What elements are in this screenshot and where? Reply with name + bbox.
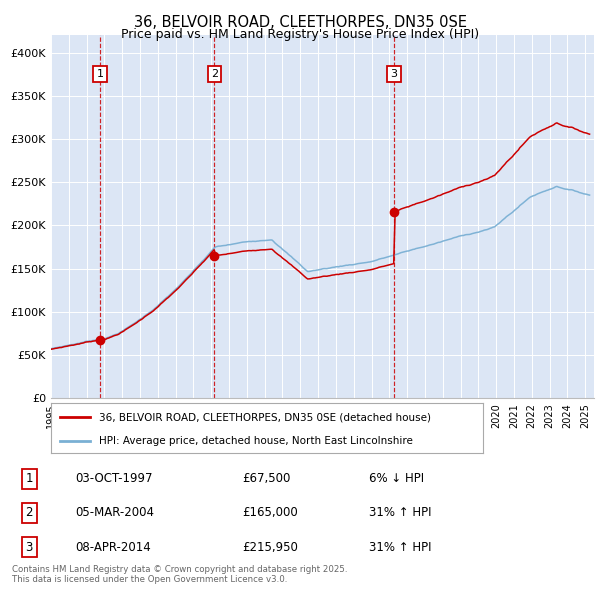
Text: 3: 3 [391,69,398,79]
Text: £67,500: £67,500 [242,472,291,485]
Text: £165,000: £165,000 [242,506,298,519]
Text: 36, BELVOIR ROAD, CLEETHORPES, DN35 0SE: 36, BELVOIR ROAD, CLEETHORPES, DN35 0SE [133,15,467,30]
Text: 1: 1 [26,472,33,485]
Text: 2: 2 [211,69,218,79]
Text: HPI: Average price, detached house, North East Lincolnshire: HPI: Average price, detached house, Nort… [98,435,412,445]
Text: 05-MAR-2004: 05-MAR-2004 [76,506,154,519]
Text: 1: 1 [97,69,104,79]
Text: 31% ↑ HPI: 31% ↑ HPI [369,540,431,553]
Text: £215,950: £215,950 [242,540,298,553]
Text: 03-OCT-1997: 03-OCT-1997 [76,472,153,485]
Text: Price paid vs. HM Land Registry's House Price Index (HPI): Price paid vs. HM Land Registry's House … [121,28,479,41]
Text: 08-APR-2014: 08-APR-2014 [76,540,151,553]
Text: 3: 3 [26,540,33,553]
Text: 6% ↓ HPI: 6% ↓ HPI [369,472,424,485]
Text: Contains HM Land Registry data © Crown copyright and database right 2025.
This d: Contains HM Land Registry data © Crown c… [12,565,347,584]
Text: 36, BELVOIR ROAD, CLEETHORPES, DN35 0SE (detached house): 36, BELVOIR ROAD, CLEETHORPES, DN35 0SE … [98,412,431,422]
Text: 2: 2 [26,506,33,519]
Text: 31% ↑ HPI: 31% ↑ HPI [369,506,431,519]
